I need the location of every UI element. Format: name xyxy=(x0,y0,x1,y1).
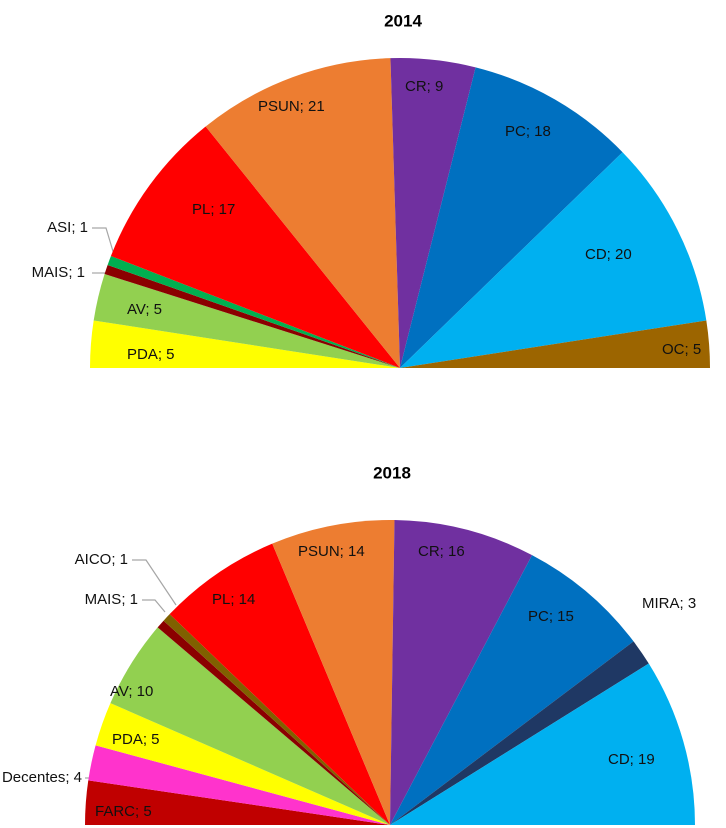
slice xyxy=(88,745,390,825)
data-label: CD; 19 xyxy=(608,751,655,768)
slice xyxy=(85,780,390,825)
data-label: PSUN; 14 xyxy=(298,543,365,560)
slice xyxy=(163,614,390,825)
slice xyxy=(169,543,390,825)
slice xyxy=(93,274,400,368)
data-label: PSUN; 21 xyxy=(258,98,325,115)
data-label: AV; 5 xyxy=(127,301,162,318)
data-label: MAIS; 1 xyxy=(32,264,85,281)
data-label: AV; 10 xyxy=(110,683,153,700)
slice xyxy=(110,627,391,825)
slice xyxy=(390,520,533,825)
leader-line xyxy=(142,599,166,613)
leader-line xyxy=(132,559,177,606)
slice xyxy=(400,67,623,369)
slice xyxy=(205,58,400,368)
leader-line xyxy=(92,227,116,259)
data-label: MIRA; 3 xyxy=(642,595,696,612)
data-label: MAIS; 1 xyxy=(85,591,138,608)
chart-title: 2018 xyxy=(373,463,411,482)
slice xyxy=(90,320,400,368)
slice xyxy=(390,58,476,369)
slice xyxy=(390,641,649,825)
slice xyxy=(390,555,634,825)
slice xyxy=(107,256,400,368)
slice xyxy=(272,520,395,825)
data-label: PC; 15 xyxy=(528,608,574,625)
data-label: FARC; 5 xyxy=(95,803,152,820)
pie xyxy=(85,520,695,825)
data-label: Decentes; 4 xyxy=(2,769,82,786)
slice xyxy=(95,703,391,825)
slice xyxy=(390,663,695,825)
data-label: CD; 20 xyxy=(585,246,632,263)
data-label: CR; 9 xyxy=(405,78,443,95)
data-label: AICO; 1 xyxy=(75,551,128,568)
slice xyxy=(157,620,390,825)
data-label: PC; 18 xyxy=(505,123,551,140)
data-label: PL; 17 xyxy=(192,201,235,218)
data-label: PDA; 5 xyxy=(112,731,160,748)
data-label: PDA; 5 xyxy=(127,346,175,363)
data-label: PL; 14 xyxy=(212,591,255,608)
slice xyxy=(104,264,400,368)
slice xyxy=(110,126,401,369)
pie xyxy=(90,58,710,369)
chart-title: 2014 xyxy=(384,11,422,30)
slice xyxy=(400,152,707,368)
slice xyxy=(400,320,710,368)
data-label: ASI; 1 xyxy=(47,219,88,236)
data-label: CR; 16 xyxy=(418,543,465,560)
data-label: OC; 5 xyxy=(662,341,701,358)
